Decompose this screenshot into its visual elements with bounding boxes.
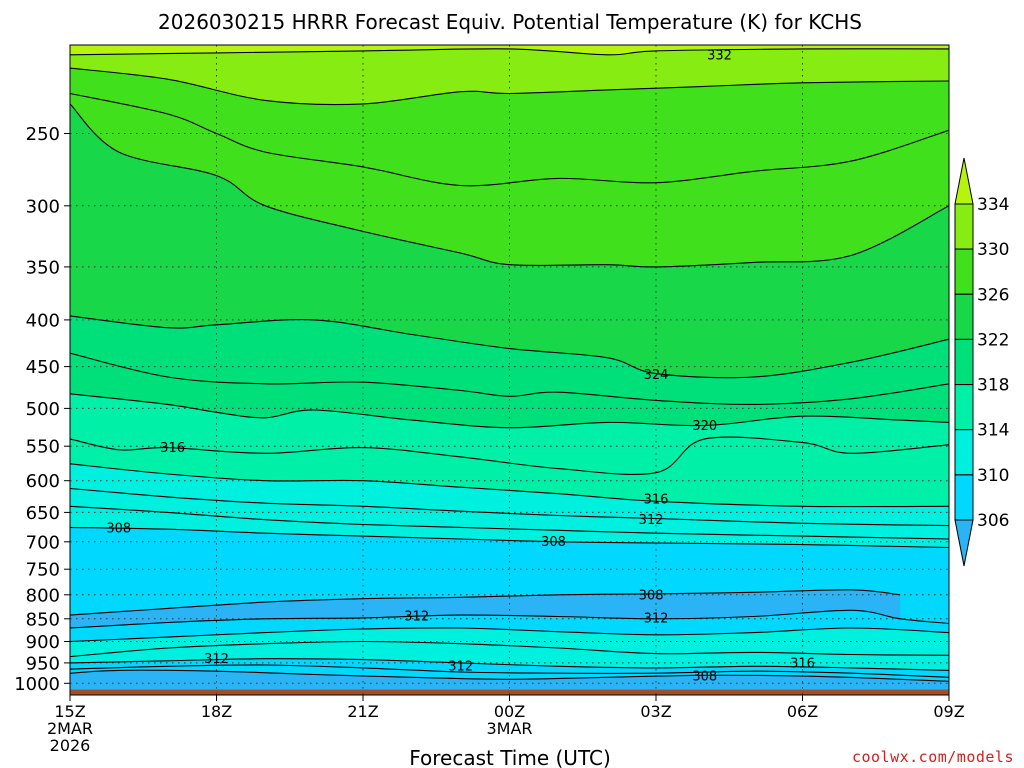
colorbar-segment [954,248,974,295]
contour-312 [70,609,949,629]
ground-band [70,689,949,695]
fill-region [70,670,949,695]
contour-label: 312 [448,659,473,674]
colorbar-segment [954,293,974,340]
contour-label: 308 [639,588,664,603]
contour-312 [70,505,949,540]
colorbar-segment [954,338,974,385]
contour-330 [70,67,949,106]
contour-328 [70,92,949,187]
x-tick-sublabel: 3MAR [486,719,532,738]
y-tick-label: 500 [26,399,60,420]
colorbar-label: 322 [977,330,1009,350]
colorbar-extend-bottom [954,519,974,567]
colorbar-label: 306 [977,511,1009,531]
contour-label: 312 [204,652,229,667]
contour-label: 312 [404,610,429,625]
y-tick-label: 250 [26,124,60,145]
contour-label: 312 [644,611,669,626]
y-tick-label: 300 [26,196,60,217]
contour-326 [70,103,949,268]
y-tick-label: 550 [26,437,60,458]
colorbar-label: 310 [977,466,1009,486]
y-tick-label: 650 [26,503,60,524]
colorbar-label: 314 [977,421,1009,441]
ground-layer [70,689,949,695]
contour-lines [70,48,949,682]
contour-324 [70,315,949,379]
colorbar-segment [954,384,974,431]
contour-322 [70,352,949,405]
contour-label: 308 [106,522,131,537]
x-tick-label: 21Z [347,702,378,721]
y-tick-label: 700 [26,532,60,553]
site-credit: coolwx.com/models [851,748,1014,766]
contour-308 [70,669,949,682]
contour-label: 332 [707,48,732,63]
colorbar-label: 326 [977,285,1009,305]
x-tick-label: 18Z [201,702,232,721]
y-tick-label: 600 [26,471,60,492]
y-tick-label: 450 [26,357,60,378]
contour-320 [70,393,949,429]
x-tick-label: 06Z [787,702,818,721]
x-axis-label: Forecast Time (UTC) [409,746,611,768]
colorbar-segment [954,203,974,250]
contour-316 [70,627,949,643]
y-tick-label: 750 [26,560,60,581]
contour-label: 316 [790,656,815,671]
y-axis: 2503003504004505005506006507007508008509… [14,124,70,695]
colorbar-label: 330 [977,240,1009,260]
contour-label: 308 [541,535,566,550]
y-tick-label: 1000 [14,674,60,695]
y-tick-label: 400 [26,310,60,331]
contour-label: 312 [639,513,664,528]
colorbar-segment [954,429,974,476]
contour-316 [70,463,949,508]
contour-332 [70,48,949,56]
contour-308 [70,526,949,549]
contour-label: 308 [692,670,717,685]
colorbar-label: 334 [977,195,1009,215]
x-tick-label: 15Z [54,702,85,721]
grid-lines [69,45,950,695]
contour-312 [70,664,949,678]
contour-316 [70,640,949,658]
contour-labels: 332 324 320 316 308 316 312 308 308 312 312 312 312 3… [106,48,815,684]
y-tick-label: 800 [26,585,60,606]
contour-314 [70,487,949,527]
x-tick-sublabel: 2MAR [47,719,93,738]
contour-label: 316 [160,441,185,456]
colorbar-segment [954,474,974,521]
y-tick-label: 350 [26,257,60,278]
y-tick-label: 950 [26,653,60,674]
y-tick-label: 900 [26,632,60,653]
contour-label: 324 [644,368,669,383]
contour-316 [70,436,949,476]
x-tick-label: 00Z [494,702,525,721]
contour-312 [70,658,949,671]
colorbar: 334 330 326 322 318 314 310 306 [954,157,1009,567]
colorbar-label: 318 [977,376,1009,396]
chart-title: 2026030215 HRRR Forecast Equiv. Potentia… [158,10,862,34]
contour-label: 320 [692,419,717,434]
colorbar-extend-top [954,157,974,205]
contour-label: 316 [644,492,669,507]
x-tick-label: 03Z [640,702,671,721]
x-tick-label: 09Z [933,702,964,721]
x-tick-sublabel: 2026 [50,736,91,755]
y-tick-label: 850 [26,609,60,630]
contour-308 [70,589,901,616]
